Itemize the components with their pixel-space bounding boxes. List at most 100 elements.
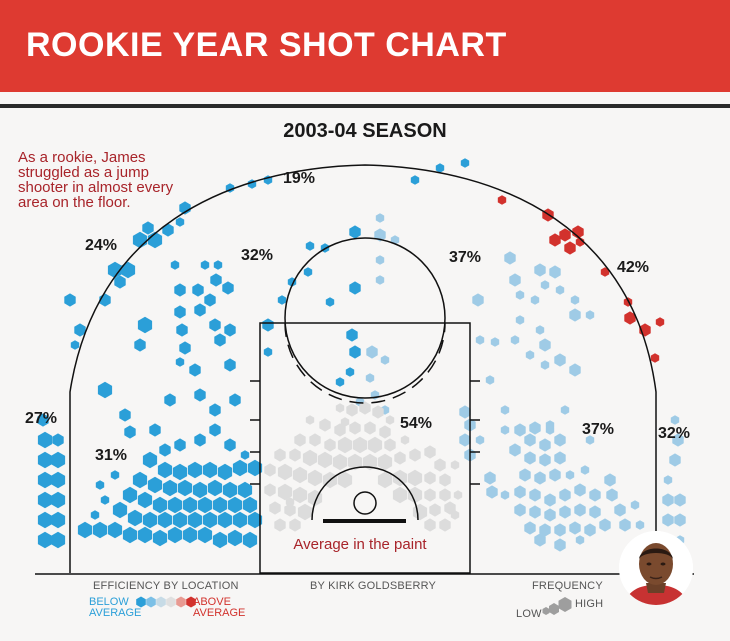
shot-hexbin [74, 323, 86, 337]
shot-hexbin [124, 425, 136, 439]
shot-hexbin [232, 511, 248, 529]
efficiency-legend-hex [166, 596, 176, 608]
shot-hexbin [510, 335, 520, 345]
shot-hexbin [224, 358, 236, 372]
shot-hexbin [335, 403, 345, 413]
shot-hexbin [182, 496, 198, 514]
shot-hexbin [50, 511, 66, 529]
shot-hexbin [202, 511, 218, 529]
shot-hexbin [559, 228, 571, 242]
shot-hexbin [529, 421, 541, 435]
shot-hexbin [132, 471, 148, 489]
zone-percentage-label: 54% [400, 415, 432, 432]
shot-hexbin [179, 201, 191, 215]
shot-hexbin [540, 280, 550, 290]
shot-hexbin [500, 405, 510, 415]
shot-hexbin [227, 496, 243, 514]
shot-hexbin [549, 233, 561, 247]
shot-hexbin [589, 505, 601, 519]
shot-hexbin [394, 451, 406, 465]
shot-hexbin [549, 468, 561, 482]
shot-hexbin [142, 221, 154, 235]
shot-hexbin [384, 438, 396, 452]
shot-hexbin [509, 273, 521, 287]
shot-hexbin [147, 476, 163, 494]
shot-hexbin [263, 347, 273, 357]
zone-percentage-label: 37% [449, 249, 481, 266]
shot-hexbin [534, 263, 546, 277]
shot-hexbin [554, 433, 566, 447]
shot-hexbin [175, 357, 185, 367]
shot-hexbin [285, 497, 295, 507]
shot-hexbin [475, 435, 485, 445]
shot-hexbin [439, 473, 451, 487]
shot-hexbin [162, 479, 178, 497]
shot-hexbin [564, 241, 576, 255]
shot-hexbin [529, 488, 541, 502]
shot-hexbin [274, 518, 286, 532]
shot-hexbin [217, 511, 233, 529]
shot-hexbin [187, 461, 203, 479]
shot-hexbin [307, 469, 323, 487]
efficiency-legend-title: EFFICIENCY BY LOCATION [93, 580, 239, 592]
zone-percentage-label: 19% [283, 170, 315, 187]
shot-hexbin [453, 490, 463, 500]
shot-hexbin [340, 417, 350, 427]
shot-hexbin [409, 448, 421, 462]
shot-hexbin [662, 513, 674, 527]
shot-hexbin [347, 453, 363, 471]
rim [353, 491, 377, 515]
shot-hexbin [209, 318, 221, 332]
shot-hexbin [119, 408, 131, 422]
shot-hexbin [112, 501, 128, 519]
shot-hexbin [172, 463, 188, 481]
shot-hexbin [90, 510, 100, 520]
shot-hexbin [544, 508, 556, 522]
shot-hexbin [264, 483, 276, 497]
shot-hexbin [177, 479, 193, 497]
shot-hexbin [439, 488, 451, 502]
shot-hexbin [170, 260, 180, 270]
shot-hexbin [424, 445, 436, 459]
shot-hexbin [187, 511, 203, 529]
shot-hexbin [167, 496, 183, 514]
free-throw-circle-bottom [284, 322, 446, 404]
shot-hexbin [514, 485, 526, 499]
shot-hexbin [372, 405, 384, 419]
shot-hexbin [585, 310, 595, 320]
shot-hexbin [37, 511, 53, 529]
shot-hexbin [365, 373, 375, 383]
shot-hexbin [519, 468, 531, 482]
shot-hexbin [407, 486, 423, 504]
shot-hexbin [364, 421, 376, 435]
shot-hexbin [674, 493, 686, 507]
shot-hexbin [444, 501, 456, 515]
shot-hexbin [410, 175, 420, 185]
shot-hexbin [475, 335, 485, 345]
shot-hexbin [142, 511, 158, 529]
shot-hexbin [346, 328, 358, 342]
shot-hexbin [232, 459, 248, 477]
shot-hexbin [224, 438, 236, 452]
shot-hexbin [490, 337, 500, 347]
shot-hexbin [539, 523, 551, 537]
divider [0, 104, 730, 108]
shot-hexbin [530, 295, 540, 305]
shot-hexbin [37, 491, 53, 509]
shot-hexbin [624, 311, 636, 325]
shot-hexbin [555, 285, 565, 295]
shot-hexbin [224, 323, 236, 337]
shot-hexbin [37, 471, 53, 489]
shot-hexbin [377, 471, 393, 489]
shot-hexbin [630, 500, 640, 510]
shot-hexbin [242, 531, 258, 549]
efficiency-legend-hex [186, 596, 196, 608]
shot-hexbin [217, 463, 233, 481]
shot-hexbin [346, 403, 358, 417]
shot-hexbin [192, 481, 208, 499]
court-lines [35, 164, 694, 575]
efficiency-legend-hex [146, 596, 156, 608]
shot-hexbin [569, 363, 581, 377]
shot-hexbin [179, 341, 191, 355]
shot-hexbin [439, 518, 451, 532]
